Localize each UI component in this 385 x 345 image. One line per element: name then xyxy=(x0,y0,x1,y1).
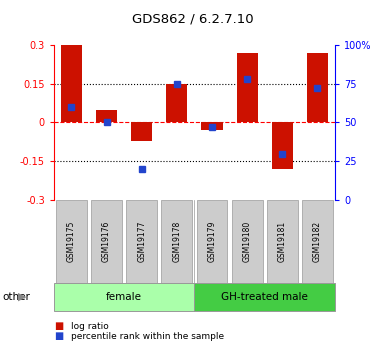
Bar xyxy=(267,200,298,283)
Text: GH-treated male: GH-treated male xyxy=(221,292,308,302)
Bar xyxy=(194,283,335,310)
Bar xyxy=(54,283,194,310)
Bar xyxy=(302,200,333,283)
Bar xyxy=(161,200,192,283)
Bar xyxy=(91,200,122,283)
Text: GSM19181: GSM19181 xyxy=(278,221,287,262)
Bar xyxy=(196,200,228,283)
Text: ▶: ▶ xyxy=(18,292,27,302)
Bar xyxy=(96,110,117,122)
Text: ■: ■ xyxy=(54,321,63,331)
Bar xyxy=(307,53,328,122)
Bar xyxy=(232,200,263,283)
Bar xyxy=(56,200,87,283)
Text: percentile rank within the sample: percentile rank within the sample xyxy=(71,332,224,341)
Text: GSM19180: GSM19180 xyxy=(243,221,252,262)
Bar xyxy=(236,53,258,122)
Text: female: female xyxy=(106,292,142,302)
Text: GDS862 / 6.2.7.10: GDS862 / 6.2.7.10 xyxy=(132,12,253,25)
Bar xyxy=(131,122,152,141)
Bar xyxy=(272,122,293,169)
Text: GSM19175: GSM19175 xyxy=(67,221,76,262)
Text: GSM19182: GSM19182 xyxy=(313,221,322,262)
Text: log ratio: log ratio xyxy=(71,322,109,331)
Bar xyxy=(126,200,157,283)
Text: GSM19178: GSM19178 xyxy=(172,221,181,262)
Text: other: other xyxy=(2,292,30,302)
Text: GSM19176: GSM19176 xyxy=(102,221,111,262)
Bar xyxy=(166,84,187,122)
Text: GSM19177: GSM19177 xyxy=(137,221,146,262)
Bar xyxy=(61,45,82,122)
Bar xyxy=(201,122,223,130)
Text: ■: ■ xyxy=(54,332,63,341)
Text: GSM19179: GSM19179 xyxy=(208,221,216,262)
